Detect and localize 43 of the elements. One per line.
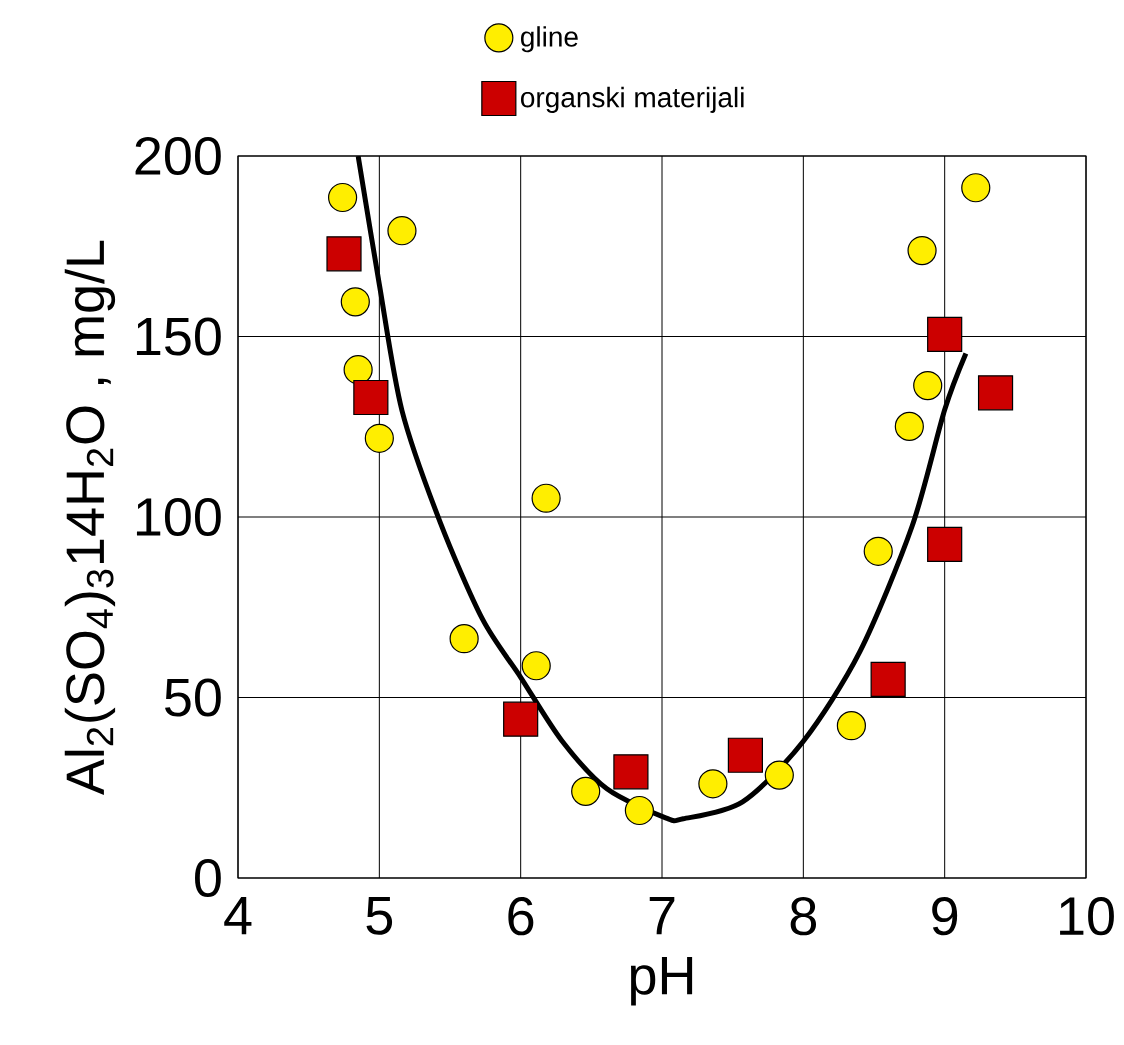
y-tick-label: 0: [195, 858, 221, 898]
point: [764, 760, 794, 790]
point: [340, 287, 370, 317]
y-tick-label: 50: [165, 678, 221, 717]
point: [836, 711, 866, 741]
point: [870, 661, 906, 698]
point: [387, 216, 417, 246]
legend-label: gline: [521, 26, 578, 53]
x-tick-label: 9: [932, 897, 958, 936]
point: [907, 235, 937, 266]
point: [327, 182, 358, 213]
point: [913, 371, 943, 401]
x-tick-label: 6: [508, 897, 534, 936]
point: [613, 754, 649, 790]
point: [449, 624, 479, 654]
point: [571, 776, 601, 806]
point: [894, 411, 924, 441]
point: [927, 526, 963, 563]
x-tick-label: 8: [790, 897, 817, 936]
y-tick-label: 150: [136, 317, 221, 356]
y-tick-label: 200: [135, 136, 221, 176]
y-tick-label: 100: [136, 497, 221, 537]
point: [927, 316, 963, 352]
point: [727, 737, 763, 773]
text: Al$_{2}$(SO$_{4}$)$_{3}$14H$_{2}$O , mg/L: [64, 240, 116, 796]
x-tick-label: 4: [224, 897, 252, 935]
x-axis-title: pH: [630, 957, 693, 1006]
point: [863, 536, 893, 566]
point: [961, 173, 991, 203]
point: [531, 483, 561, 513]
point: [977, 375, 1014, 411]
x-tick-label: 5: [366, 897, 393, 935]
point: [624, 795, 654, 826]
point: [353, 379, 389, 416]
x-tick-label: 10: [1060, 897, 1114, 936]
point: [698, 769, 728, 799]
point: [521, 651, 551, 681]
legend-label: organski materijali: [521, 86, 744, 113]
point: [326, 236, 362, 272]
point: [343, 355, 373, 385]
point: [503, 701, 539, 737]
point: [364, 423, 394, 453]
x-tick-label: 7: [649, 897, 675, 935]
